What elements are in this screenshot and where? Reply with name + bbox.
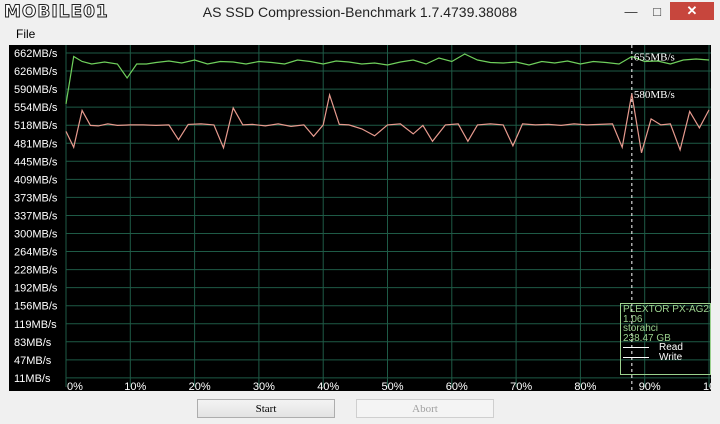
y-tick-label: 662MB/s [14, 48, 58, 60]
read-series-line [65, 53, 710, 104]
abort-button[interactable]: Abort [356, 399, 494, 418]
y-tick-label: 373MB/s [14, 192, 58, 204]
benchmark-chart: 662MB/s 626MB/s 590MB/s 554MB/s 518MB/s 481MB… [9, 45, 711, 391]
window-title: AS SSD Compression-Benchmark 1.7.4739.38… [202, 4, 518, 20]
x-tick-label: 70% [510, 381, 532, 391]
close-icon[interactable]: ✕ [670, 2, 714, 20]
y-tick-label: 554MB/s [14, 102, 58, 114]
chart-svg: 662MB/s 626MB/s 590MB/s 554MB/s 518MB/s 481MB… [14, 45, 711, 391]
y-tick-label: 590MB/s [14, 84, 58, 96]
y-tick-label: 119MB/s [14, 319, 57, 331]
write-value-label: 580MB/s [634, 89, 675, 101]
drive-model: PLEXTOR PX-AG25 [623, 304, 711, 315]
x-tick-label: 100% [703, 381, 711, 391]
y-tick-label: 156MB/s [14, 301, 58, 313]
maximize-icon[interactable]: □ [653, 3, 661, 19]
legend-read-swatch [623, 347, 649, 349]
y-tick-label: 481MB/s [14, 138, 58, 150]
legend-write-label: Write [659, 351, 683, 363]
legend-read: Read [623, 343, 710, 353]
y-tick-label: 83MB/s [14, 337, 52, 349]
y-tick-label: 445MB/s [14, 156, 58, 168]
y-tick-label: 518MB/s [14, 120, 58, 132]
x-tick-label: 50% [382, 381, 404, 391]
legend-read-label: Read [659, 342, 683, 353]
x-tick-label: 60% [446, 381, 468, 391]
window-controls: — □ ✕ [618, 2, 714, 20]
read-value-label: 655MB/s [634, 51, 675, 63]
x-tick-label: 80% [574, 381, 596, 391]
y-tick-label: 264MB/s [14, 247, 58, 259]
x-tick-label: 0% [67, 381, 83, 391]
title-bar: MOBILE01 AS SSD Compression-Benchmark 1.… [0, 0, 720, 24]
menu-file[interactable]: File [16, 27, 36, 41]
watermark-logo: MOBILE01 [4, 2, 109, 23]
write-series-line [65, 92, 710, 153]
x-tick-label: 20% [189, 381, 211, 391]
y-tick-label: 47MB/s [14, 355, 52, 367]
x-tick-label: 10% [124, 381, 146, 391]
y-tick-label: 626MB/s [14, 66, 58, 78]
start-button[interactable]: Start [197, 399, 335, 418]
y-tick-label: 300MB/s [14, 229, 58, 241]
x-tick-label: 30% [253, 381, 275, 391]
legend-write: Write [623, 351, 710, 363]
y-tick-label: 192MB/s [14, 283, 58, 295]
drive-driver: storahci [623, 323, 659, 334]
y-tick-label: 409MB/s [14, 174, 58, 186]
x-tick-label: 40% [317, 381, 339, 391]
legend-write-swatch [623, 356, 649, 358]
y-tick-label: 337MB/s [14, 210, 58, 222]
drive-info-box: PLEXTOR PX-AG25 1.06 storahci 238.47 GB … [620, 303, 711, 375]
y-tick-label: 228MB/s [14, 265, 58, 277]
drive-size: 238.47 GB [623, 332, 671, 344]
drive-firmware: 1.06 [623, 313, 643, 325]
x-tick-label: 90% [639, 381, 661, 391]
y-tick-label: 11MB/s [14, 373, 51, 385]
menu-bar: File [0, 24, 720, 44]
minimize-icon[interactable]: — [624, 3, 638, 19]
